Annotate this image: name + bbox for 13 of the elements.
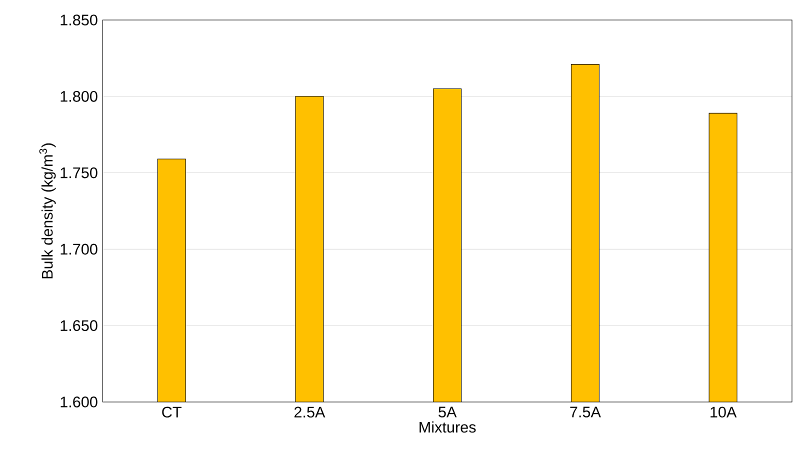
y-tick-label: 1.800 xyxy=(60,90,98,102)
y-tick-label: 1.850 xyxy=(60,14,98,26)
y-tick-label: 1.700 xyxy=(60,244,98,255)
x-tick-label: 2.5A xyxy=(294,406,326,418)
y-tick-label: 1.750 xyxy=(60,167,98,178)
x-tick-label: CT xyxy=(162,406,182,418)
x-tick-label: 7.5A xyxy=(570,406,601,418)
x-tick-label: 5A xyxy=(438,406,457,418)
x-axis-title: Mixtures xyxy=(420,421,476,433)
y-tick-label: 1.650 xyxy=(60,320,98,332)
x-tick-label: 10A xyxy=(710,406,737,418)
y-axis-title: Bulk density (kg/m$^{3}$) xyxy=(39,143,56,278)
y-tick-label: 1.600 xyxy=(60,396,98,408)
